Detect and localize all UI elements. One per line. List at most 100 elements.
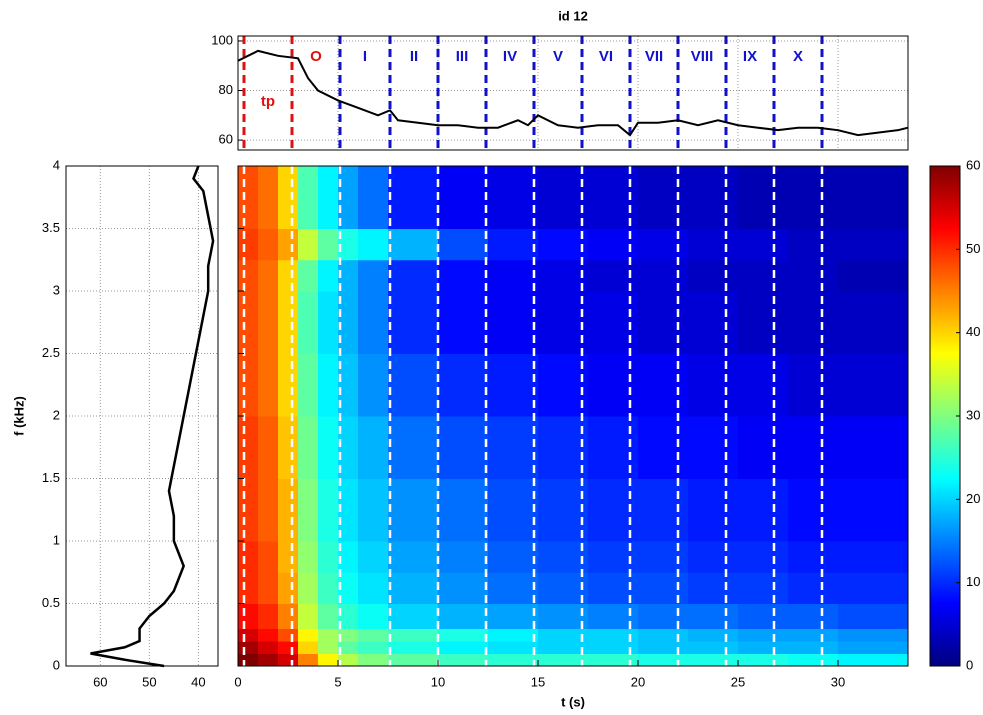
heatmap-cell [318,416,339,479]
heatmap-cell [238,653,259,667]
heatmap-cell [298,353,319,417]
heatmap-cell [738,641,789,654]
heatmap-cell [788,291,839,354]
heatmap-cell [258,259,279,292]
heatmap-cell [538,416,589,479]
colorbar-tick-label: 60 [966,157,980,172]
x-tick-label: 60 [93,674,107,689]
heatmap-cell [688,572,739,604]
heatmap-cell [338,572,359,604]
heatmap-cell [338,653,359,667]
heatmap-cell [298,259,319,292]
region-label: II [410,48,418,65]
heatmap-cell [738,603,789,629]
heatmap-cell [788,259,839,292]
axes-background [238,36,908,150]
heatmap-cell [488,228,539,261]
heatmap-cell [788,603,839,629]
heatmap-cell [488,166,539,229]
heatmap-cell [358,353,389,417]
heatmap-cell [438,166,489,229]
heatmap-cell [238,541,259,573]
heatmap-cell [638,541,689,573]
y-tick-label: 1 [53,532,60,547]
heatmap-cell [738,478,789,542]
heatmap-cell [738,353,789,417]
heatmap-cell [298,291,319,354]
heatmap-cell [238,641,259,654]
heatmap-cell [638,572,689,604]
y-tick-label: 80 [219,82,233,97]
region-label: IX [743,48,757,65]
heatmap-cell [338,291,359,354]
heatmap-cell [358,641,389,654]
heatmap-cell [258,228,279,261]
data-line [237,49,909,137]
heatmap-cell [788,541,839,573]
heatmap-cell [538,353,589,417]
colorbar [929,165,961,667]
heatmap-cell [238,416,259,479]
heatmap-cell [488,291,539,354]
y-tick-label: 3 [53,282,60,297]
heatmap-cell [438,416,489,479]
heatmap-cell [278,353,299,417]
heatmap-cell [788,416,839,479]
colorbar-tick-label: 50 [966,241,980,256]
heatmap-cell [318,228,339,261]
heatmap-cell [688,228,739,261]
heatmap-cell [298,641,319,654]
heatmap-cell [318,478,339,542]
heatmap-cell [358,628,389,642]
heatmap-cell [358,291,389,354]
heatmap-cell [838,541,909,573]
heatmap-cell [388,291,439,354]
x-tick-label: 0 [234,674,241,689]
heatmap-cell [788,628,839,642]
heatmap-cell [638,603,689,629]
heatmap-cell [278,416,299,479]
heatmap-cell [738,291,789,354]
heatmap-cell [838,653,909,667]
y-tick-label: 2.5 [42,345,60,360]
heatmap-cell [638,228,689,261]
heatmap-cell [588,641,639,654]
colorbar-tick-label: 30 [966,407,980,422]
heatmap-cell [318,603,339,629]
region-label: O [310,48,322,65]
heatmap-cell [258,416,279,479]
heatmap-cell [258,291,279,354]
heatmap-cell [388,259,439,292]
heatmap-cell [688,259,739,292]
heatmap-cell [538,641,589,654]
axes-frame [237,165,909,667]
heatmap-cell [358,572,389,604]
heatmap-cell [688,541,739,573]
heatmap-cell [788,478,839,542]
heatmap-cell [688,166,739,229]
heatmap-cell [318,353,339,417]
heatmap-cell [278,166,299,229]
heatmap-cell [298,603,319,629]
heatmap-cell [298,628,319,642]
heatmap-cell [638,641,689,654]
heatmap-cell [438,228,489,261]
heatmap-cell [338,353,359,417]
heatmap-cell [318,291,339,354]
heatmap-cell [388,603,439,629]
heatmap-cell [338,641,359,654]
heatmap-cell [278,259,299,292]
heatmap-cell [838,478,909,542]
heatmap-cell [318,572,339,604]
heatmap-cell [788,572,839,604]
heatmap-cell [238,228,259,261]
x-tick-label: 50 [142,674,156,689]
heatmap-cell [338,628,359,642]
heatmap-cell [388,641,439,654]
heatmap-cell [738,653,789,667]
heatmap-cell [538,653,589,667]
heatmap-cell [238,259,259,292]
heatmap-cell [738,628,789,642]
heatmap-cell [788,353,839,417]
